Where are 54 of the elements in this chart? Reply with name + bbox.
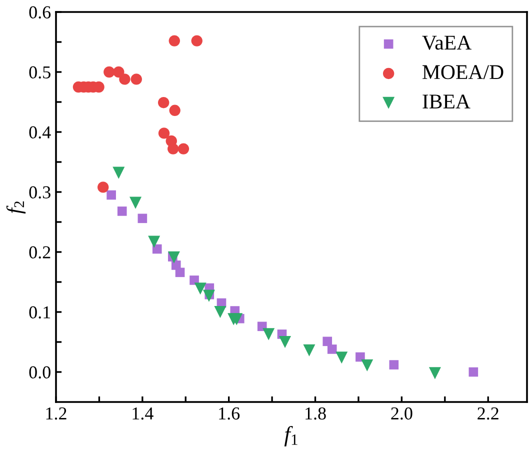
point <box>191 35 202 46</box>
point <box>138 214 148 224</box>
legend-label: VaEA <box>422 36 472 50</box>
x-tick-label: 1.4 <box>132 407 154 420</box>
point <box>327 344 337 354</box>
x-tick-label: 1.8 <box>306 407 326 420</box>
point <box>130 74 142 85</box>
x-tick-label: 1.6 <box>219 407 240 420</box>
point <box>356 352 365 362</box>
y-tick-label: 0.2 <box>29 246 50 259</box>
point <box>194 282 206 295</box>
point <box>389 360 399 370</box>
point <box>158 128 170 139</box>
y-tick-label: 0.3 <box>29 186 50 199</box>
point <box>104 66 115 78</box>
y-tick-label: 0.4 <box>29 126 51 139</box>
x-tick-label: 1.2 <box>46 407 66 420</box>
point <box>361 359 374 372</box>
x-axis-title: f$_{1}$ <box>284 426 298 446</box>
point <box>322 336 332 346</box>
point <box>168 251 180 264</box>
point <box>158 97 170 108</box>
point <box>119 74 130 85</box>
point <box>148 236 160 248</box>
legend-label: MOEA/D <box>422 65 504 80</box>
y-axis-title: f$_{2}$ <box>6 201 26 214</box>
point <box>129 196 142 209</box>
point <box>168 35 180 46</box>
y-tick-label: 0.1 <box>29 306 50 319</box>
point <box>112 166 125 179</box>
point <box>214 306 226 318</box>
x-tick-label: 2.0 <box>391 407 412 420</box>
point <box>468 367 478 377</box>
x-tick-label: 2.2 <box>478 407 498 420</box>
y-tick-label: 0.6 <box>29 6 51 19</box>
point <box>336 352 348 364</box>
point <box>202 290 215 302</box>
point <box>428 367 441 380</box>
point <box>303 344 316 356</box>
point <box>106 190 116 200</box>
point <box>169 104 180 116</box>
point <box>113 66 124 78</box>
point <box>262 328 275 340</box>
legend-label: IBEA <box>422 94 470 108</box>
y-tick-label: 0.5 <box>29 66 50 79</box>
point <box>230 313 243 326</box>
point <box>279 336 292 348</box>
point <box>98 182 109 193</box>
point <box>175 268 185 278</box>
point <box>152 244 162 254</box>
y-tick-label: 0.0 <box>29 366 50 379</box>
point <box>168 143 179 154</box>
point <box>117 206 127 216</box>
point <box>178 143 190 154</box>
